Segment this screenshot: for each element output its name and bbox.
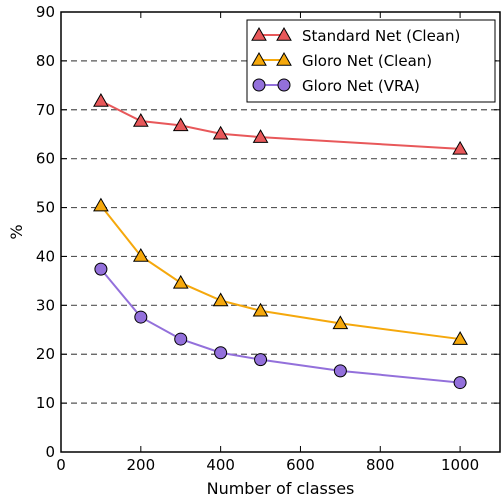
data-point-1-3 [212,292,229,307]
legend-marker-0-b [276,26,292,41]
x-axis-ticks: 0 200 400 600 800 1000 [56,12,479,474]
x-tick-label: 600 [286,456,315,474]
data-point-2-2 [174,332,188,346]
legend-marker-0-a [251,26,267,41]
data-point-1-4 [252,302,269,317]
legend: Standard Net (Clean) Gloro Net (Clean) Glo… [246,19,496,103]
legend-marker-1-a [251,51,267,66]
data-point-0-5 [452,140,468,155]
series-line-2 [100,268,461,384]
legend-label-1: Gloro Net (Clean) [302,52,432,70]
legend-marker-1-b [276,51,292,66]
data-point-1-0 [93,197,109,212]
x-tick-label: 400 [206,456,235,474]
y-tick-label: 40 [36,247,55,265]
x-tick-label: 800 [366,456,395,474]
y-tick-label: 90 [36,3,55,21]
data-point-0-4 [252,129,269,143]
y-tick-label: 20 [36,345,55,363]
data-point-0-0 [93,92,109,107]
data-point-2-0 [94,262,108,276]
series-lines [100,100,461,384]
y-axis-label: % [7,224,26,239]
data-point-2-1 [134,310,148,324]
y-tick-label: 60 [36,150,55,168]
data-point-1-6 [452,331,468,345]
x-tick-label: 200 [126,456,155,474]
data-point-0-2 [172,117,189,132]
plot-frame [60,11,501,453]
data-point-0-1 [132,113,149,127]
series-line-1 [100,204,461,341]
data-point-2-5 [333,364,347,378]
legend-marker-2-a [252,78,266,92]
x-tick-label: 1000 [441,456,479,474]
legend-label-0: Standard Net (Clean) [302,27,460,45]
y-tick-label: 30 [36,296,55,314]
y-tick-label: 10 [36,394,55,412]
data-point-2-4 [254,353,268,367]
data-point-1-1 [132,247,149,262]
x-axis-label: Number of classes [207,479,355,497]
grid-lines [61,60,500,404]
y-tick-label: 80 [36,52,55,70]
series-line-0 [100,100,461,150]
data-point-2-6 [453,376,467,390]
y-tick-label: 50 [36,199,55,217]
data-point-1-2 [172,274,189,289]
y-tick-label: 70 [36,101,55,119]
legend-marker-2-b [277,78,291,92]
data-point-0-3 [212,125,229,140]
y-tick-label: 0 [45,443,55,461]
series-markers [93,92,468,390]
data-point-1-5 [332,315,349,330]
y-axis-ticks: 0 10 20 30 40 50 60 70 80 90 [36,3,500,461]
x-tick-label: 0 [56,456,66,474]
data-point-2-3 [214,346,228,360]
legend-label-2: Gloro Net (VRA) [302,77,420,95]
